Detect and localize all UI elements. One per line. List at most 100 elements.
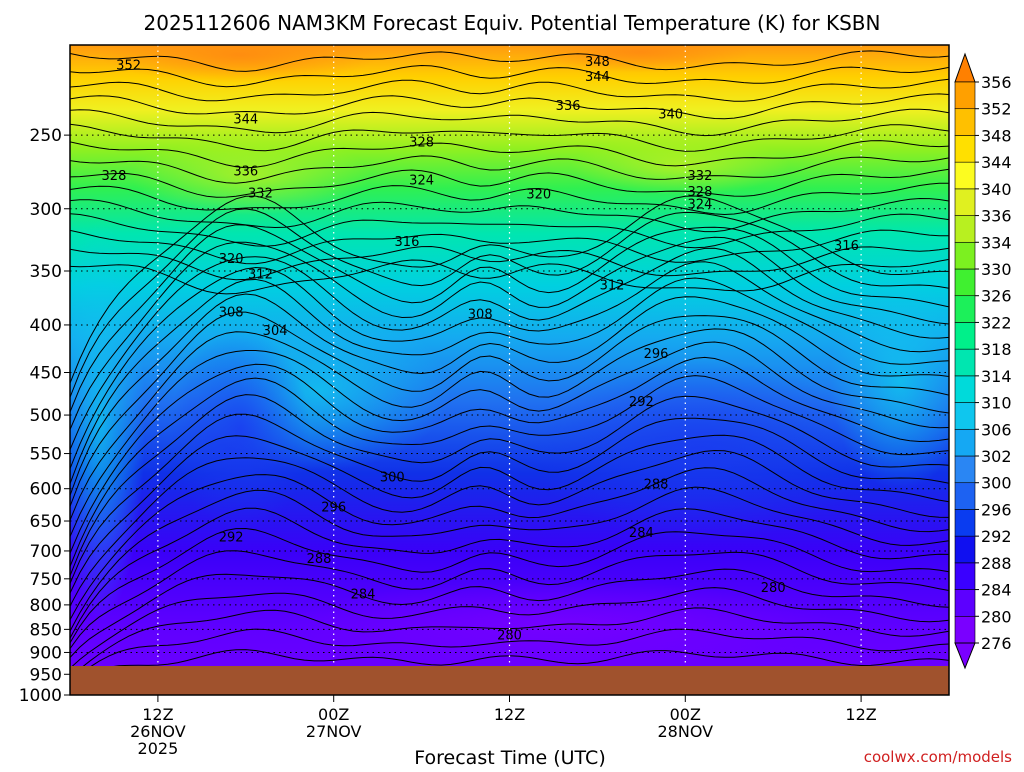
y-tick-label: 450 bbox=[30, 364, 62, 384]
colorbar-segment bbox=[954, 268, 976, 297]
contour-label: 328 bbox=[409, 136, 434, 151]
contour-label: 336 bbox=[233, 165, 258, 180]
contour-line bbox=[70, 140, 949, 169]
colorbar-label: 302 bbox=[981, 447, 1012, 466]
colorbar-segment bbox=[954, 188, 976, 216]
contour-line bbox=[70, 155, 949, 184]
x-tick-date-label: 28NOV bbox=[658, 722, 714, 741]
contour-line bbox=[70, 78, 949, 102]
contour-line bbox=[70, 277, 949, 484]
contour-label: 312 bbox=[248, 267, 273, 282]
contour-line bbox=[70, 224, 949, 413]
contour-line bbox=[70, 587, 949, 669]
contour-line bbox=[70, 341, 949, 537]
y-tick-label: 350 bbox=[30, 262, 62, 282]
contour-line bbox=[70, 434, 949, 594]
colorbar-label: 300 bbox=[981, 474, 1012, 493]
contour-line bbox=[70, 197, 949, 233]
colorbar-label: 340 bbox=[981, 180, 1012, 199]
colorbar-segment bbox=[954, 428, 976, 457]
colorbar-segment bbox=[954, 322, 976, 350]
colorbar-segment bbox=[954, 241, 976, 270]
colorbar-segment bbox=[954, 295, 976, 323]
contour-label: 324 bbox=[688, 197, 713, 212]
contour-line bbox=[70, 311, 949, 507]
x-tick-date-label: 27NOV bbox=[306, 722, 362, 741]
colorbar-segment bbox=[954, 348, 976, 377]
contour-line bbox=[70, 108, 949, 137]
contour-line bbox=[70, 413, 949, 584]
contour-label: 340 bbox=[658, 108, 683, 123]
contour-line bbox=[70, 213, 949, 249]
contour-label: 320 bbox=[526, 188, 551, 203]
y-tick-label: 250 bbox=[30, 126, 62, 146]
colorbar-segment bbox=[954, 81, 976, 110]
contour-line bbox=[70, 568, 949, 658]
terrain-ground bbox=[70, 666, 949, 695]
field-orange-core bbox=[100, 45, 380, 83]
y-tick-label: 750 bbox=[30, 570, 62, 590]
contour-line bbox=[70, 195, 949, 384]
colorbar-label: 356 bbox=[981, 73, 1012, 92]
field-cyan-left-edge bbox=[70, 220, 145, 620]
contour-label: 280 bbox=[761, 581, 786, 596]
colorbar-segment bbox=[954, 215, 976, 243]
contour-label: 332 bbox=[688, 169, 713, 184]
contour-label: 288 bbox=[307, 552, 332, 567]
contour-label: 320 bbox=[219, 252, 244, 267]
contour-line bbox=[70, 328, 949, 521]
x-axis-label: Forecast Time (UTC) bbox=[414, 747, 605, 768]
contour-label: 308 bbox=[219, 306, 244, 321]
colorbar-label: 284 bbox=[981, 581, 1012, 600]
contour-label: 300 bbox=[380, 470, 405, 485]
colorbar-segment bbox=[954, 108, 976, 136]
y-axis: 250 300 350 400 450 500 550 600 650 700 750 800 850 9… bbox=[19, 126, 70, 706]
y-tick-label: 400 bbox=[30, 316, 62, 336]
contour-label: 352 bbox=[116, 59, 141, 74]
contour-label: 344 bbox=[585, 70, 610, 85]
x-tick-label: 12Z bbox=[142, 705, 173, 724]
contour-label: 328 bbox=[688, 185, 713, 200]
colorbar-label: 330 bbox=[981, 260, 1012, 279]
contour-label: 304 bbox=[263, 324, 288, 339]
y-tick-label: 850 bbox=[30, 620, 62, 640]
colorbar-label: 280 bbox=[981, 607, 1012, 626]
field-yellow-trough-2 bbox=[570, 135, 790, 195]
colorbar-segment bbox=[954, 455, 976, 484]
contour-label: 348 bbox=[585, 55, 610, 70]
contour-label: 308 bbox=[468, 308, 493, 323]
contour-label: 296 bbox=[644, 347, 669, 362]
colorbar-label: 334 bbox=[981, 233, 1012, 252]
x-tick-date-label: 26NOV bbox=[130, 722, 186, 741]
y-tick-label: 950 bbox=[30, 665, 62, 685]
contour-label: 344 bbox=[233, 113, 258, 128]
colorbar: 276 280 284 288 292 296 300 302 306 310 314 318 322 3… bbox=[954, 52, 1012, 670]
contour-line bbox=[70, 628, 949, 683]
contour-label: 312 bbox=[600, 279, 625, 294]
y-tick-label: 500 bbox=[30, 406, 62, 426]
contour-label: 292 bbox=[219, 530, 244, 545]
colorbar-label: 348 bbox=[981, 126, 1012, 145]
x-tick-label: 00Z bbox=[318, 705, 349, 724]
colorbar-segment bbox=[954, 402, 976, 430]
y-tick-label: 600 bbox=[30, 480, 62, 500]
contour-label: 284 bbox=[629, 526, 654, 541]
colorbar-label: 310 bbox=[981, 394, 1012, 413]
colorbar-extend-max bbox=[954, 52, 976, 83]
contour-label: 336 bbox=[556, 99, 581, 114]
contour-label: 328 bbox=[102, 169, 127, 184]
contour-label: 316 bbox=[834, 239, 859, 254]
y-tick-label: 650 bbox=[30, 512, 62, 532]
y-tick-label: 550 bbox=[30, 445, 62, 465]
contour-line bbox=[70, 247, 949, 450]
colorbar-segment bbox=[954, 535, 976, 564]
colorbar-label: 352 bbox=[981, 100, 1012, 119]
colorbar-segment bbox=[954, 375, 976, 403]
colorbar-label: 336 bbox=[981, 207, 1012, 226]
x-tick-year-label: 2025 bbox=[138, 739, 179, 758]
